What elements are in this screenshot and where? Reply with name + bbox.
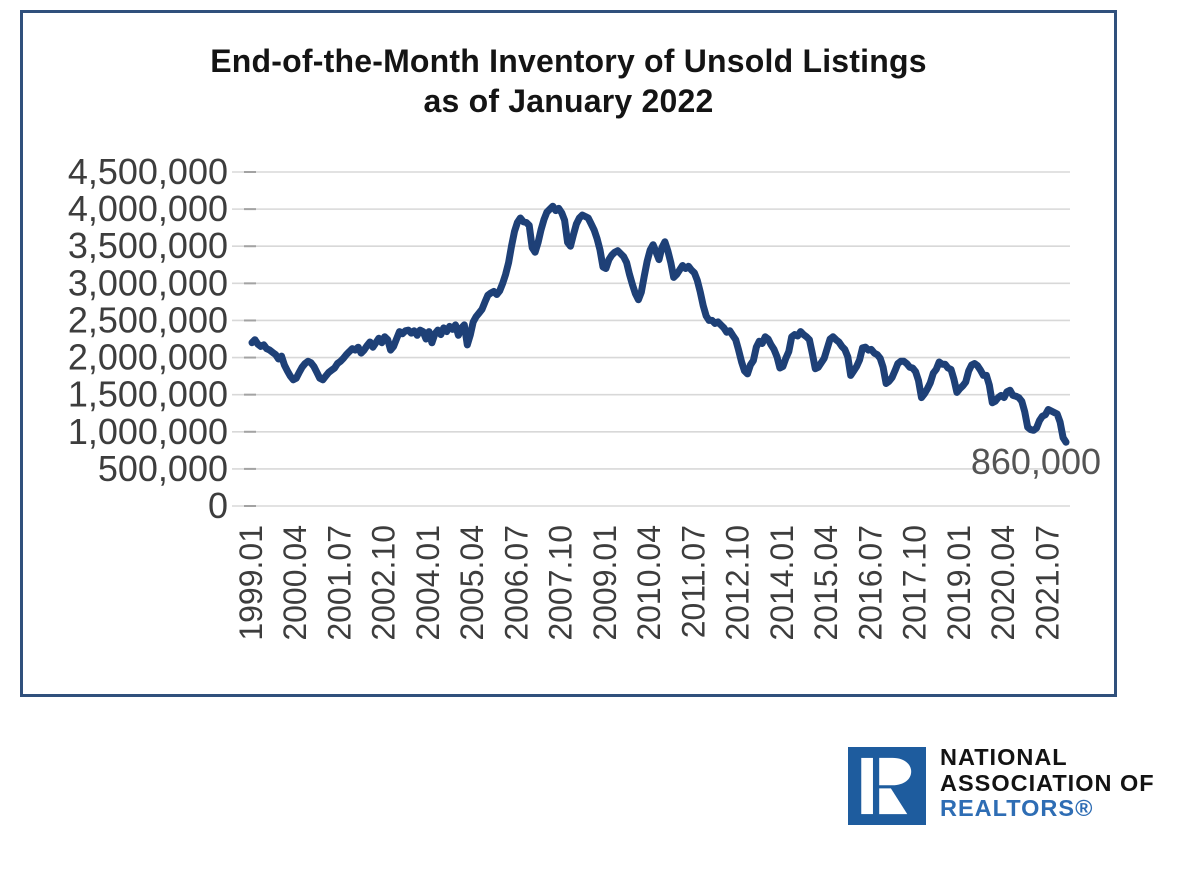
last-value-label: 860,000	[971, 441, 1101, 482]
x-tick-label: 2000.04	[277, 525, 313, 641]
inventory-line	[248, 202, 1070, 446]
chart-frame: End-of-the-Month Inventory of Unsold Lis…	[20, 10, 1117, 697]
x-tick-label: 2006.07	[498, 525, 534, 641]
y-tick-label: 1,000,000	[68, 411, 228, 452]
chart-title-line1: End-of-the-Month Inventory of Unsold Lis…	[210, 43, 927, 79]
y-tick-label: 3,000,000	[68, 262, 228, 303]
x-tick-label: 2004.01	[410, 525, 446, 641]
x-tick-label: 2014.01	[764, 525, 800, 641]
x-tick-label: 2011.07	[675, 525, 711, 638]
chart-title-line2: as of January 2022	[423, 83, 714, 119]
x-tick-label: 2015.04	[808, 525, 844, 641]
x-tick-label: 2002.10	[366, 525, 402, 641]
nar-text-realtors: REALTORS®	[940, 795, 1094, 821]
x-tick-label: 2009.01	[587, 525, 623, 641]
y-tick-label: 2,000,000	[68, 337, 228, 378]
x-tick-label: 2010.04	[631, 525, 667, 641]
y-tick-label: 4,500,000	[68, 151, 228, 192]
nar-text-national: NATIONAL	[940, 744, 1068, 770]
x-tick-label: 2016.07	[852, 525, 888, 641]
y-tick-label: 1,500,000	[68, 374, 228, 415]
y-tick-label: 2,500,000	[68, 299, 228, 340]
nar-r-logo-icon	[848, 747, 926, 825]
chart-title: End-of-the-Month Inventory of Unsold Lis…	[23, 41, 1114, 121]
x-tick-label: 2005.04	[454, 525, 490, 641]
x-tick-label: 2020.04	[985, 525, 1021, 641]
x-tick-label: 2012.10	[720, 525, 756, 641]
x-tick-label: 2001.07	[321, 525, 357, 641]
nar-wordmark: NATIONAL ASSOCIATION OF REALTORS®	[940, 744, 1190, 822]
x-tick-label: 2021.07	[1029, 525, 1065, 641]
inventory-line-chart: 4,500,0004,000,0003,500,0003,000,0002,50…	[68, 151, 1101, 641]
x-tick-label: 2017.10	[897, 525, 933, 641]
nar-text-association-of: ASSOCIATION OF	[940, 769, 1155, 796]
y-tick-label: 3,500,000	[68, 225, 228, 266]
x-tick-label: 2007.10	[543, 525, 579, 641]
x-tick-label: 1999.01	[233, 525, 269, 641]
y-tick-label: 0	[208, 485, 228, 526]
y-tick-label: 4,000,000	[68, 188, 228, 229]
y-tick-label: 500,000	[98, 448, 228, 489]
x-tick-label: 2019.01	[941, 525, 977, 641]
